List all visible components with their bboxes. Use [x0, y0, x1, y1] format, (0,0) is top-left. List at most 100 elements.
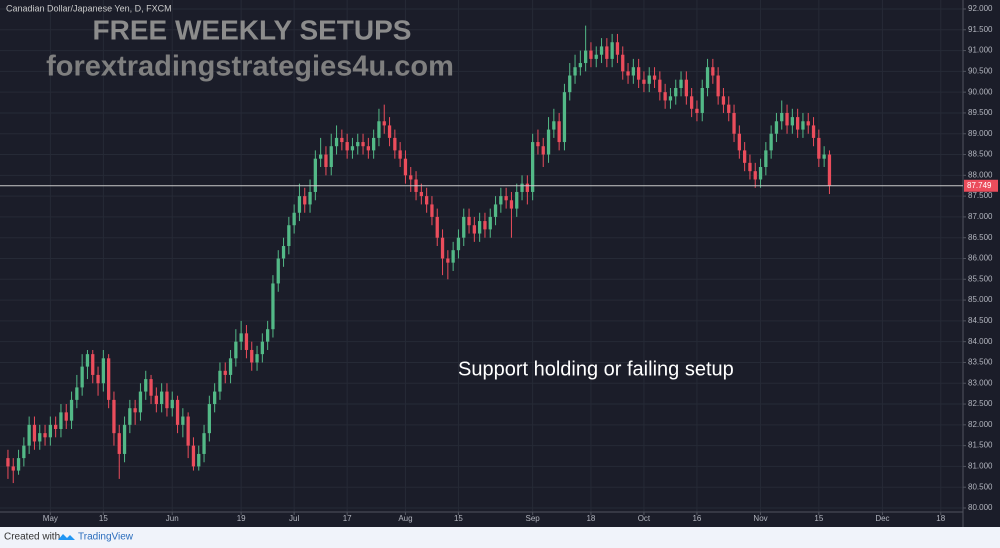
candle-body	[387, 125, 392, 138]
candle-body	[308, 191, 312, 205]
candle-body	[244, 333, 249, 350]
candle-body	[218, 370, 222, 392]
candle-body	[292, 212, 296, 226]
candle-body	[647, 75, 651, 84]
candle-body	[488, 216, 492, 230]
candle-body	[165, 391, 169, 409]
candle-body	[6, 458, 10, 467]
candle-body	[64, 412, 68, 421]
candle-body	[43, 433, 47, 438]
grid	[0, 0, 966, 515]
candle-body	[11, 466, 15, 471]
footer-text: Created with	[4, 532, 60, 543]
y-tick-label: 86.500	[968, 233, 993, 242]
x-tick-label: Aug	[398, 514, 412, 523]
candle-body	[557, 121, 561, 143]
candle-body	[345, 142, 349, 151]
price-label: 87.749	[967, 181, 992, 190]
candle-body	[790, 117, 794, 126]
x-tick-label: 15	[99, 514, 108, 523]
candle-body	[652, 75, 657, 80]
candle-body	[435, 216, 439, 238]
candle-body	[356, 142, 360, 147]
candle-body	[621, 54, 625, 72]
candle-body	[287, 225, 291, 247]
x-tick-label: 17	[343, 514, 352, 523]
candle-body	[144, 379, 148, 392]
y-tick-label: 84.500	[968, 316, 993, 325]
candle-body	[578, 63, 582, 68]
candle-body	[811, 125, 816, 138]
y-tick-label: 87.500	[968, 191, 993, 200]
candle-body	[27, 424, 31, 446]
candle-body	[509, 200, 514, 209]
candle-body	[599, 46, 604, 55]
y-tick-label: 88.500	[968, 150, 993, 159]
chart-title: Canadian Dollar/Japanese Yen, D, FXCM	[6, 3, 172, 13]
candle-body	[727, 104, 731, 113]
candle-body	[774, 121, 779, 134]
candle-body	[430, 204, 434, 217]
candle-body	[711, 67, 715, 76]
candle-body	[122, 424, 127, 454]
y-tick-label: 89.000	[968, 129, 993, 138]
candle-body	[16, 458, 21, 471]
candle-body	[350, 146, 355, 151]
candle-body	[499, 196, 503, 205]
candle-body	[207, 404, 211, 434]
x-tick-label: Jun	[166, 514, 179, 523]
candle-body	[732, 112, 736, 134]
candle-body	[700, 87, 704, 113]
candle-body	[615, 42, 620, 55]
candle-body	[419, 191, 423, 197]
candle-body	[154, 395, 158, 405]
candle-body	[446, 258, 450, 263]
candle-body	[520, 183, 524, 192]
watermark-line: FREE WEEKLY SETUPS	[93, 14, 412, 45]
candle-body	[610, 42, 614, 59]
candle-body	[769, 133, 773, 151]
candle-body	[107, 358, 111, 400]
candle-body	[303, 196, 307, 205]
candle-body	[562, 92, 567, 143]
candle-body	[663, 92, 667, 101]
candle-body	[398, 150, 402, 159]
candle-body	[160, 391, 164, 405]
candle-body	[780, 112, 784, 122]
x-tick-label: Dec	[875, 514, 889, 523]
candle-body	[758, 167, 763, 180]
candle-body	[22, 445, 26, 459]
candle-body	[213, 391, 217, 405]
candle-body	[546, 129, 551, 155]
candle-body	[493, 204, 498, 217]
y-tick-label: 83.500	[968, 358, 993, 367]
candle-body	[425, 196, 429, 205]
y-tick-label: 92.000	[968, 4, 993, 13]
candle-body	[716, 75, 720, 97]
candle-body	[239, 333, 243, 342]
y-tick-label: 82.500	[968, 399, 993, 408]
candle-body	[38, 433, 42, 442]
x-tick-label: 19	[237, 514, 246, 523]
candle-body	[377, 121, 381, 138]
x-tick-label: 18	[586, 514, 595, 523]
y-tick-label: 80.500	[968, 482, 993, 491]
candle-body	[340, 137, 344, 143]
x-tick-label: May	[43, 514, 58, 523]
x-tick-label: 15	[814, 514, 823, 523]
candle-body	[440, 237, 445, 259]
candle-body	[117, 433, 121, 454]
candle-body	[69, 399, 74, 421]
candle-body	[266, 329, 270, 342]
x-tick-label: 16	[692, 514, 701, 523]
candle-body	[149, 379, 153, 396]
candle-body	[674, 87, 678, 97]
candle-body	[451, 250, 455, 263]
candle-body	[684, 79, 688, 97]
candle-body	[531, 142, 535, 192]
candle-body	[679, 79, 683, 88]
candle-body	[742, 150, 747, 163]
candle-body	[181, 416, 185, 425]
candle-body	[462, 216, 466, 238]
x-tick-label: 15	[454, 514, 463, 523]
